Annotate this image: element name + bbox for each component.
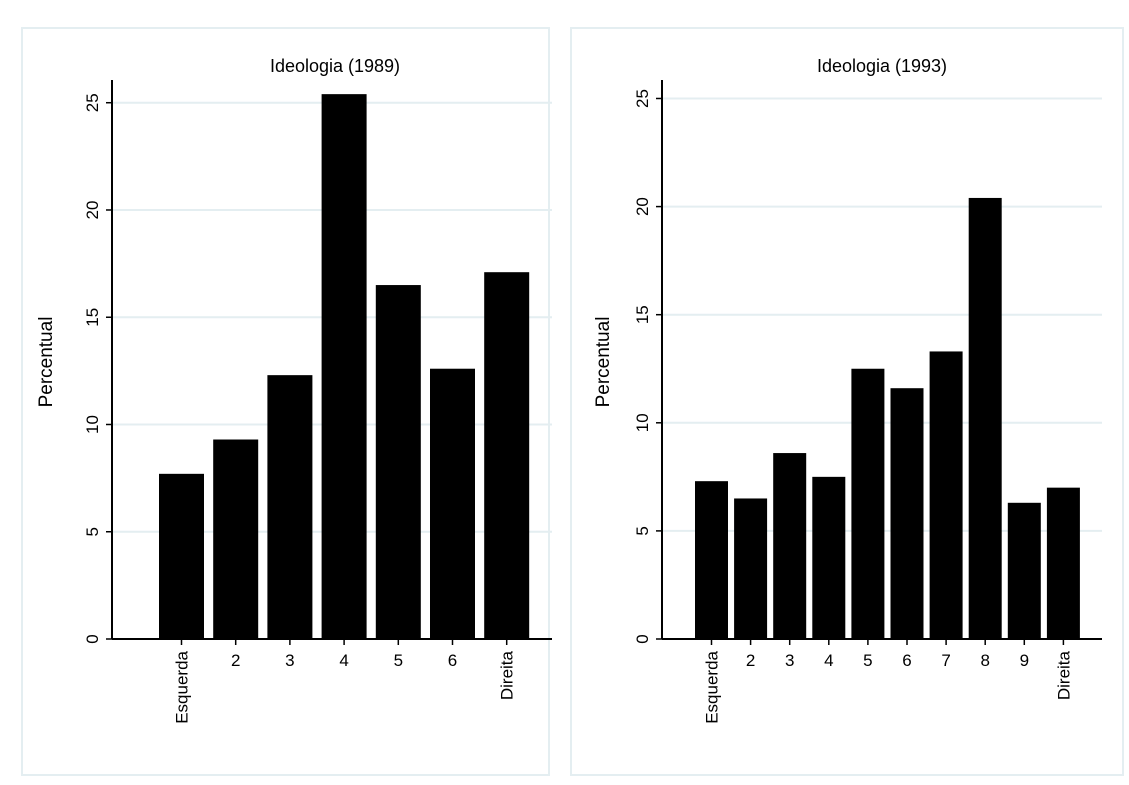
bar <box>430 368 475 639</box>
x-tick-label: 5 <box>863 651 872 670</box>
y-tick-label: 25 <box>633 89 652 108</box>
y-axis-label: Percentual <box>36 317 57 408</box>
x-tick-label: Esquerda <box>173 650 192 723</box>
y-tick-label: 20 <box>83 201 102 220</box>
x-tick-label: 9 <box>1020 651 1029 670</box>
y-tick-label: 5 <box>83 527 102 536</box>
x-tick-label: Esquerda <box>703 650 722 723</box>
bar <box>213 439 259 639</box>
y-axis-label: Percentual <box>593 317 614 408</box>
bar <box>929 351 963 639</box>
x-tick-label: 4 <box>339 651 348 670</box>
bar <box>968 197 1002 639</box>
bar <box>375 285 421 639</box>
y-tick-label: 10 <box>633 413 652 432</box>
bar <box>1007 502 1041 639</box>
y-tick-label: 0 <box>633 634 652 643</box>
x-tick-label: Direita <box>498 650 517 700</box>
x-tick-label: 2 <box>231 651 240 670</box>
bar <box>851 368 885 639</box>
x-tick-label: 4 <box>824 651 833 670</box>
chart-title: Ideologia (1993) <box>817 56 947 76</box>
bar <box>773 453 807 639</box>
bar <box>812 476 846 639</box>
bar <box>1046 487 1080 639</box>
y-tick-label: 15 <box>633 305 652 324</box>
x-tick-label: 7 <box>941 651 950 670</box>
bar <box>890 388 924 639</box>
x-tick-label: 3 <box>285 651 294 670</box>
y-tick-label: 25 <box>83 93 102 112</box>
chart-panel-1: 0 5 10 15 20 25 Esquerda 2 3 4 5 6 Direita Ideologia … <box>21 27 552 776</box>
x-tick-label: 3 <box>785 651 794 670</box>
bar <box>484 272 530 639</box>
bar <box>321 94 367 640</box>
bar <box>267 375 313 639</box>
x-tick-label: 6 <box>902 651 911 670</box>
x-tick-label: 2 <box>746 651 755 670</box>
bar <box>734 498 768 639</box>
x-tick-label: 8 <box>980 651 989 670</box>
x-tick-label: Direita <box>1054 650 1073 700</box>
bar <box>695 481 728 639</box>
y-tick-label: 5 <box>633 526 652 535</box>
chart-title: Ideologia (1989) <box>270 56 400 76</box>
panel-border <box>570 27 1124 776</box>
y-tick-label: 20 <box>633 197 652 216</box>
x-tick-label: 5 <box>394 651 403 670</box>
bar <box>159 473 204 639</box>
y-tick-label: 0 <box>83 634 102 643</box>
y-tick-label: 10 <box>83 415 102 434</box>
x-tick-label: 6 <box>448 651 457 670</box>
chart-panel-2: 0 5 10 15 20 25 Esquerda 2 3 4 5 6 7 8 9 Direita Ideolog… <box>570 27 1124 776</box>
y-tick-label: 15 <box>83 308 102 327</box>
